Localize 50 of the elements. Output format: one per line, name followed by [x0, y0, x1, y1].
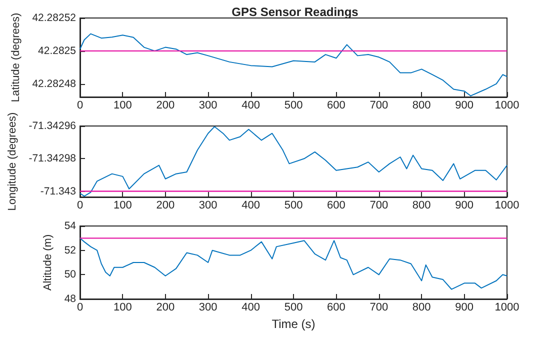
y-axis-title: Longitude (degrees) — [6, 112, 18, 211]
y-tick-label: 50 — [64, 268, 76, 281]
x-tick-label: 800 — [412, 100, 431, 112]
x-tick-label: 1000 — [494, 100, 520, 112]
y-tick-label: 42.2825 — [38, 44, 76, 57]
y-tick-label: 48 — [64, 293, 76, 305]
x-tick-label: 1000 — [494, 200, 520, 212]
x-tick-label: 800 — [412, 200, 431, 212]
x-tick-label: 400 — [242, 200, 260, 212]
y-axis-title: Latitude (degrees) — [10, 12, 22, 102]
x-tick-label: 200 — [156, 100, 175, 112]
x-tick-label: 800 — [412, 302, 431, 314]
x-tick-label: 600 — [327, 200, 346, 212]
y-tick-label: 52 — [64, 244, 76, 256]
x-tick-label: 100 — [114, 200, 132, 212]
x-tick-label: 900 — [455, 302, 474, 314]
y-tick-label: -71.34296 — [28, 120, 76, 132]
line-series — [80, 126, 508, 197]
x-tick-label: 100 — [114, 100, 132, 112]
y-tick-label: -71.34298 — [28, 152, 76, 165]
x-tick-label: 700 — [370, 100, 388, 112]
x-tick-label: 0 — [76, 200, 84, 212]
x-tick-label: 100 — [114, 302, 132, 314]
x-tick-label: 300 — [198, 100, 218, 112]
y-tick-label: 42.28252 — [32, 12, 76, 24]
x-tick-label: 500 — [284, 200, 303, 212]
x-axis-title: Time (s) — [272, 316, 316, 331]
x-tick-label: 600 — [327, 100, 346, 112]
x-tick-label: 300 — [198, 302, 218, 314]
y-tick-label: 42.28248 — [32, 78, 76, 90]
x-tick-label: 1000 — [494, 302, 520, 314]
x-tick-label: 200 — [156, 302, 175, 314]
y-axis-title: Altitude (m) — [42, 234, 54, 291]
x-tick-label: 400 — [242, 302, 260, 314]
x-tick-label: 500 — [284, 100, 303, 112]
y-tick-label: 54 — [64, 220, 76, 232]
x-tick-label: 0 — [76, 302, 84, 314]
x-tick-label: 700 — [370, 302, 388, 314]
x-tick-label: 700 — [370, 200, 388, 212]
chart-title: GPS Sensor Readings — [232, 5, 359, 19]
x-tick-label: 300 — [198, 200, 218, 212]
line-series — [80, 238, 508, 290]
y-tick-label: -71.343 — [40, 185, 76, 198]
x-tick-label: 0 — [76, 100, 84, 112]
x-tick-label: 900 — [455, 100, 474, 112]
x-tick-label: 500 — [284, 302, 303, 314]
x-tick-label: 900 — [455, 200, 474, 212]
x-tick-label: 600 — [327, 302, 346, 314]
x-tick-label: 200 — [156, 200, 175, 212]
x-tick-label: 400 — [242, 100, 260, 112]
